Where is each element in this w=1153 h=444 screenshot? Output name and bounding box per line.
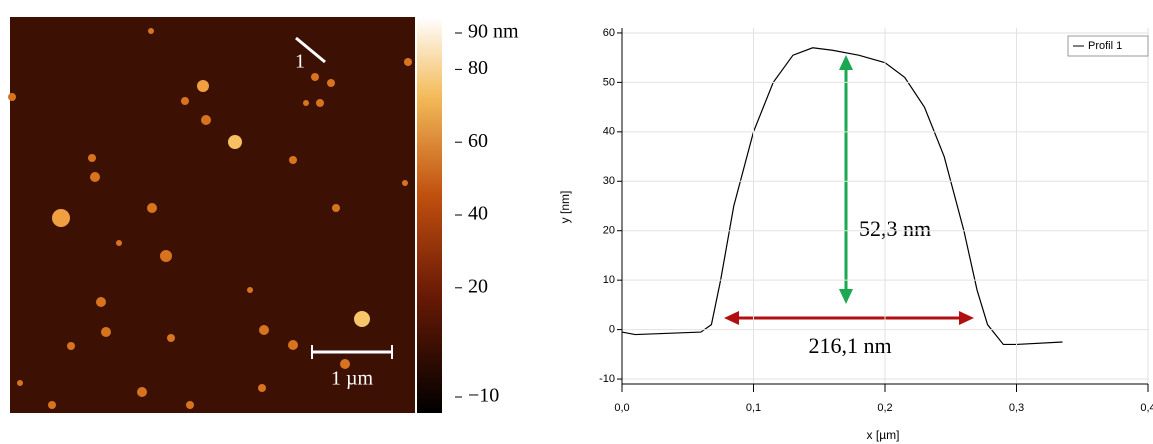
- y-tick-label: 30: [603, 175, 615, 187]
- x-tick-label: 0,2: [877, 402, 892, 414]
- colorbar-tick-label: −10: [468, 385, 499, 407]
- profile-line: [621, 47, 1063, 346]
- arrow-head: [839, 289, 853, 304]
- afm-image: 1 1 µm: [8, 17, 442, 413]
- scale-bar-label: 1 µm: [331, 368, 374, 390]
- y-tick-label: 10: [603, 274, 615, 286]
- y-tick-label: 60: [603, 27, 615, 39]
- y-tick-label: -10: [599, 373, 615, 385]
- arrow-head: [959, 311, 974, 325]
- profile-label: 1: [295, 51, 305, 73]
- arrow-head: [724, 311, 739, 325]
- particles: [8, 28, 412, 409]
- y-tick-label: 50: [603, 76, 615, 88]
- x-tick-label: 0,1: [746, 402, 761, 414]
- colorbar-tick-label: 60: [468, 130, 488, 152]
- y-axis-label: y [nm]: [558, 191, 572, 224]
- colorbar-tick-label: 80: [468, 57, 488, 79]
- width-annotation: 216,1 nm: [808, 333, 891, 358]
- legend-box: [1067, 35, 1149, 57]
- x-tick-label: 0,3: [1009, 402, 1024, 414]
- colorbar-tick-label: 40: [468, 203, 488, 225]
- x-tick-label: 0,4: [1140, 402, 1153, 414]
- afm-background: [10, 17, 415, 413]
- x-tick-label: 0,0: [614, 402, 629, 414]
- arrow-head: [839, 55, 853, 70]
- y-tick-label: 20: [603, 225, 615, 237]
- colorbar-tick-label: 90 nm: [468, 21, 519, 43]
- y-tick-label: 40: [603, 126, 615, 138]
- colorbar: [417, 17, 442, 413]
- legend-label: Profil 1: [1088, 40, 1122, 52]
- y-tick-label: 0: [609, 324, 615, 336]
- profile-line: [295, 36, 326, 64]
- x-axis-label: x [µm]: [867, 428, 900, 442]
- colorbar-tick-label: 20: [468, 275, 488, 297]
- profile-chart: y [nm] x [µm] 52,3 nm 216,1 nm -10 0 10 20 3…: [558, 27, 1153, 442]
- height-annotation: 52,3 nm: [859, 216, 931, 241]
